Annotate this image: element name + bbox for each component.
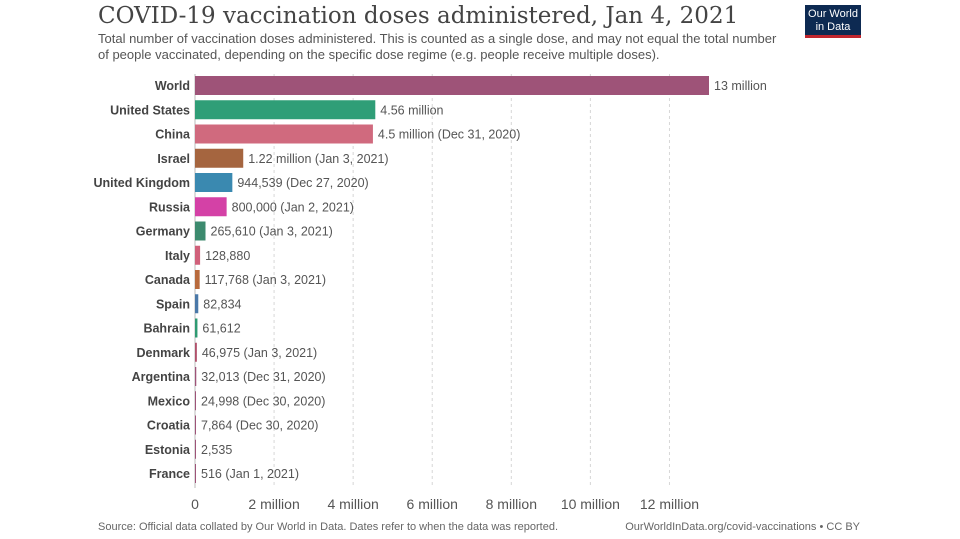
value-label: 4.5 million (Dec 31, 2020) <box>378 128 520 142</box>
category-label: Germany <box>136 225 190 239</box>
x-tick-label: 10 million <box>561 496 620 512</box>
category-label: China <box>155 128 191 142</box>
value-label: 265,610 (Jan 3, 2021) <box>211 225 333 239</box>
bar-argentina[interactable] <box>195 367 197 386</box>
bar-mexico[interactable] <box>195 391 196 411</box>
value-label: 800,000 (Jan 2, 2021) <box>232 200 354 214</box>
logo-line-1: Our World <box>808 8 858 20</box>
value-label: 944,539 (Dec 27, 2020) <box>237 176 368 190</box>
category-label: France <box>149 467 190 481</box>
category-labels: World United States China Israel United King… <box>93 79 191 481</box>
bar-bahrain[interactable] <box>195 318 198 338</box>
value-label: 13 million <box>714 79 767 93</box>
value-label: 7,864 (Dec 30, 2020) <box>201 419 318 433</box>
value-label: 1.22 million (Jan 3, 2021) <box>248 152 388 166</box>
category-label: Israel <box>157 152 190 166</box>
category-label: World <box>155 79 190 93</box>
bar-united-kingdom[interactable] <box>195 173 233 192</box>
value-label: 516 (Jan 1, 2021) <box>201 467 299 481</box>
owid-logo[interactable]: Our World in Data <box>805 5 861 38</box>
bar-united-states[interactable] <box>195 100 376 120</box>
category-label: Canada <box>145 273 191 287</box>
value-label: 61,612 <box>202 322 240 336</box>
category-label: Croatia <box>147 419 191 433</box>
value-label: 128,880 <box>205 249 250 263</box>
bar-israel[interactable] <box>195 148 244 168</box>
category-label: Denmark <box>137 346 191 360</box>
bar-canada[interactable] <box>195 270 200 289</box>
chart-title: COVID-19 vaccination doses administered,… <box>98 3 739 29</box>
bar-croatia[interactable] <box>195 415 196 435</box>
bar-germany[interactable] <box>195 221 206 241</box>
bars <box>195 76 709 483</box>
bar-france[interactable] <box>195 464 196 483</box>
category-label: Italy <box>165 249 190 263</box>
category-label: Bahrain <box>143 322 190 336</box>
category-label: United States <box>110 103 190 117</box>
value-label: 82,834 <box>203 297 241 311</box>
bar-russia[interactable] <box>195 197 227 217</box>
value-label: 2,535 <box>201 443 232 457</box>
x-tick-label: 2 million <box>248 496 299 512</box>
bar-spain[interactable] <box>195 294 199 314</box>
category-label: Russia <box>149 200 191 214</box>
category-label: Argentina <box>132 370 191 384</box>
value-label: 117,768 (Jan 3, 2021) <box>205 273 326 287</box>
value-label: 46,975 (Jan 3, 2021) <box>202 346 317 360</box>
x-tick-label: 8 million <box>486 496 537 512</box>
source-note: Source: Official data collated by Our Wo… <box>98 521 558 533</box>
chart-subtitle: Total number of vaccination doses admini… <box>98 31 777 62</box>
category-label: Mexico <box>148 394 191 408</box>
x-tick-label: 4 million <box>327 496 378 512</box>
x-tick-label: 12 million <box>640 496 699 512</box>
category-label: Spain <box>156 297 190 311</box>
value-label: 4.56 million <box>380 103 443 117</box>
source-link[interactable]: OurWorldInData.org/covid-vaccinations • … <box>625 521 860 533</box>
x-tick-label: 6 million <box>407 496 458 512</box>
bar-china[interactable] <box>195 124 373 144</box>
bar-italy[interactable] <box>195 245 201 265</box>
value-labels: 13 million 4.56 million 4.5 million (Dec 3… <box>201 79 767 481</box>
value-label: 32,013 (Dec 31, 2020) <box>201 370 325 384</box>
bar-estonia[interactable] <box>195 439 196 459</box>
x-axis-ticks: 0 2 million 4 million 6 million 8 million 10 … <box>191 496 699 512</box>
category-label: Estonia <box>145 443 191 457</box>
bar-world[interactable] <box>195 76 709 95</box>
logo-line-2: in Data <box>815 21 851 33</box>
x-tick-label: 0 <box>191 496 199 512</box>
value-label: 24,998 (Dec 30, 2020) <box>201 394 325 408</box>
bar-denmark[interactable] <box>195 342 197 362</box>
category-label: United Kingdom <box>93 176 190 190</box>
